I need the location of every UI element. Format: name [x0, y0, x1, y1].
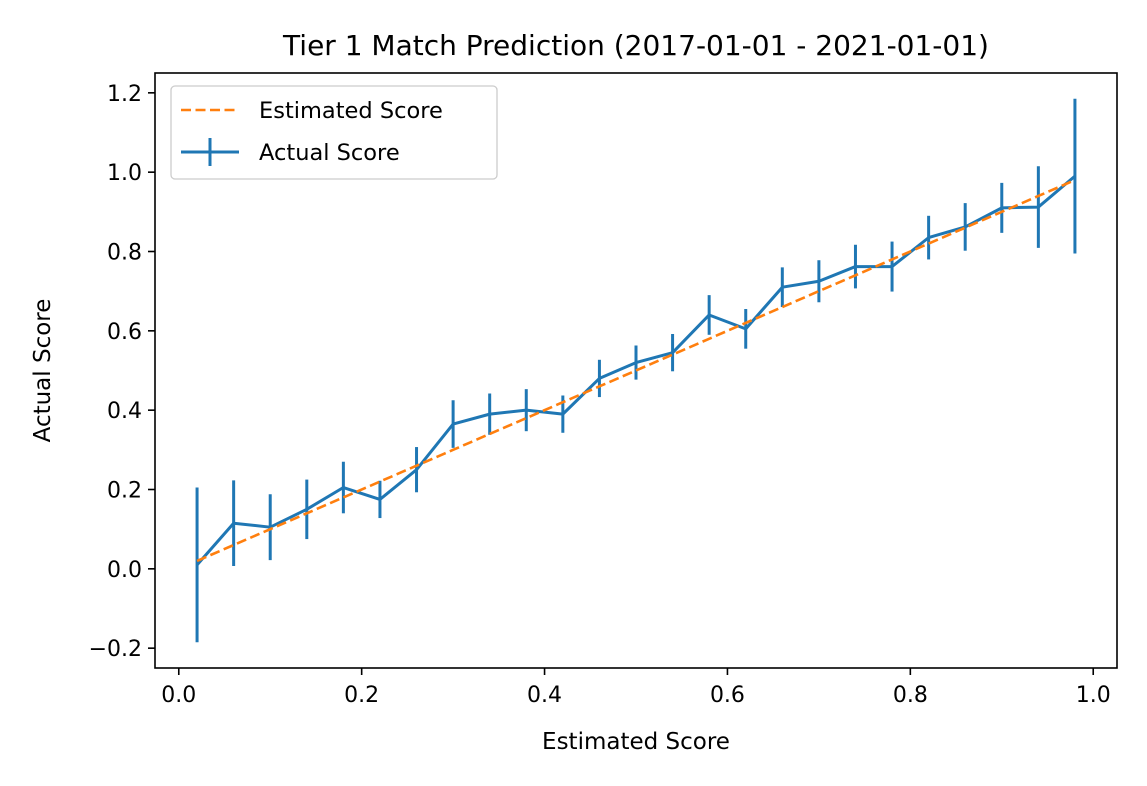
actual-score-line — [195, 174, 1076, 566]
axis-ticks: 0.0 0.2 0.4 0.6 0.8 1.0 −0.2 0.0 0.2 0.4 0.6 0.8 1.0… — [89, 82, 1111, 708]
x-tick-label: 0.8 — [893, 683, 928, 708]
x-tick-label: 0.6 — [710, 683, 745, 708]
x-tick-label: 0.4 — [527, 683, 562, 708]
legend-actual-label: Actual Score — [259, 140, 400, 166]
y-tick-label: 0.8 — [107, 241, 142, 266]
plot-marks — [195, 98, 1077, 643]
legend-estimated-label: Estimated Score — [259, 98, 443, 124]
chart-title: Tier 1 Match Prediction (2017-01-01 - 20… — [282, 29, 989, 62]
plot-frame — [154, 72, 1118, 669]
y-tick-label: 0.4 — [107, 399, 142, 424]
y-axis-title: Actual Score — [30, 299, 56, 443]
x-tick-label: 0.2 — [344, 683, 379, 708]
y-tick-label: 0.6 — [107, 320, 142, 345]
y-tick-label: 1.2 — [107, 82, 142, 107]
y-tick-label: −0.2 — [89, 637, 142, 662]
x-axis-title: Estimated Score — [542, 729, 730, 755]
y-tick-label: 0.0 — [107, 558, 142, 583]
y-tick-label: 0.2 — [107, 479, 142, 504]
x-tick-label: 0.0 — [161, 683, 196, 708]
x-tick-label: 1.0 — [1076, 683, 1111, 708]
y-tick-label: 1.0 — [107, 161, 142, 186]
legend-box — [170, 85, 498, 180]
legend: Estimated Score Actual Score — [170, 85, 498, 180]
